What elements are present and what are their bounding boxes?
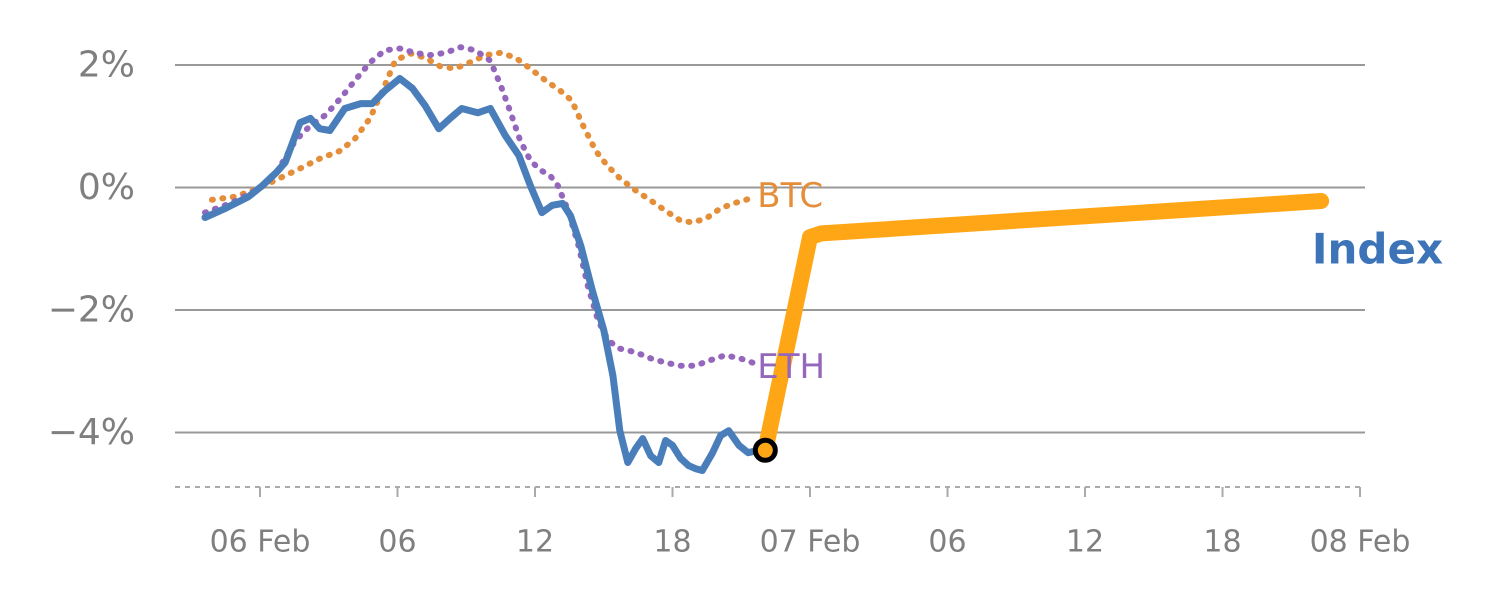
y-tick-label: 0% bbox=[78, 167, 135, 208]
series-index-line bbox=[201, 75, 769, 474]
y-tick-label: 2% bbox=[78, 45, 135, 86]
label-index: Index bbox=[1312, 224, 1443, 273]
x-tick-label: 06 bbox=[928, 525, 966, 560]
forecast-start-marker bbox=[752, 437, 778, 463]
label-eth: ETH bbox=[757, 347, 825, 387]
label-btc: BTC bbox=[757, 176, 823, 216]
x-tick-label: 06 Feb bbox=[210, 525, 311, 560]
x-tick-label: 12 bbox=[1066, 525, 1104, 560]
series-forecast-line bbox=[757, 193, 1330, 459]
x-tick-label: 07 Feb bbox=[760, 525, 861, 560]
y-tick-label: −2% bbox=[48, 290, 135, 331]
x-tick-label: 06 bbox=[378, 525, 416, 560]
series-btc-line bbox=[208, 49, 754, 226]
series-eth-line bbox=[202, 44, 756, 369]
x-tick-label: 12 bbox=[516, 525, 554, 560]
x-tick-label: 18 bbox=[1203, 525, 1241, 560]
x-tick-label: 08 Feb bbox=[1310, 525, 1411, 560]
x-tick-label: 18 bbox=[653, 525, 691, 560]
y-tick-label: −4% bbox=[48, 412, 135, 453]
